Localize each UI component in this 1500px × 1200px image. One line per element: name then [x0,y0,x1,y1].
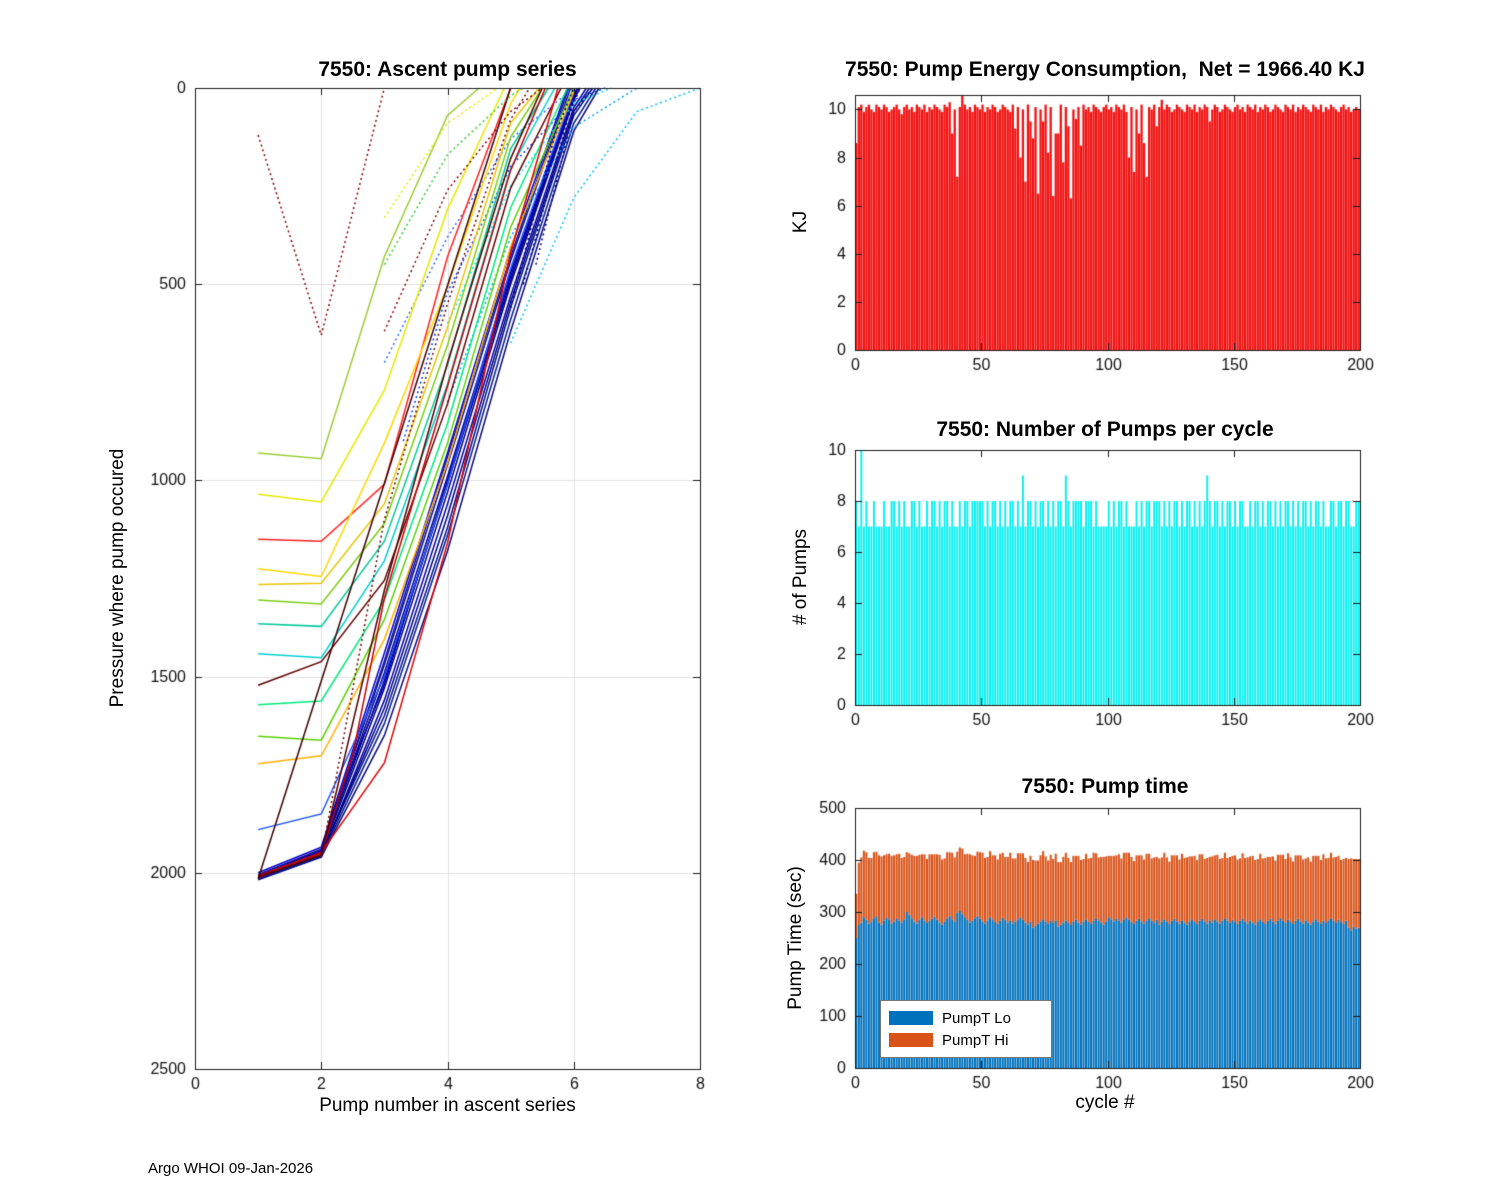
pumpt-lo-label: PumpT Lo [942,1009,1011,1027]
pump-energy-chart [790,55,1420,385]
ascent-xlabel: Pump number in ascent series [319,1095,576,1116]
ascent-pump-series-chart [120,55,740,1125]
legend-row-pumpt-hi: PumpT Hi [889,1029,1043,1051]
legend-row-pumpt-lo: PumpT Lo [889,1007,1043,1029]
pumptime-xlabel: cycle # [1075,1092,1135,1113]
pumpt-hi-swatch [889,1033,933,1047]
figure-footer: Argo WHOI 09-Jan-2026 [148,1160,314,1177]
pumpt-hi-label: PumpT Hi [942,1031,1009,1049]
pumps-per-cycle-chart [790,415,1420,740]
pumpt-lo-swatch [889,1011,933,1025]
pump-time-legend: PumpT Lo PumpT Hi [880,1000,1052,1058]
